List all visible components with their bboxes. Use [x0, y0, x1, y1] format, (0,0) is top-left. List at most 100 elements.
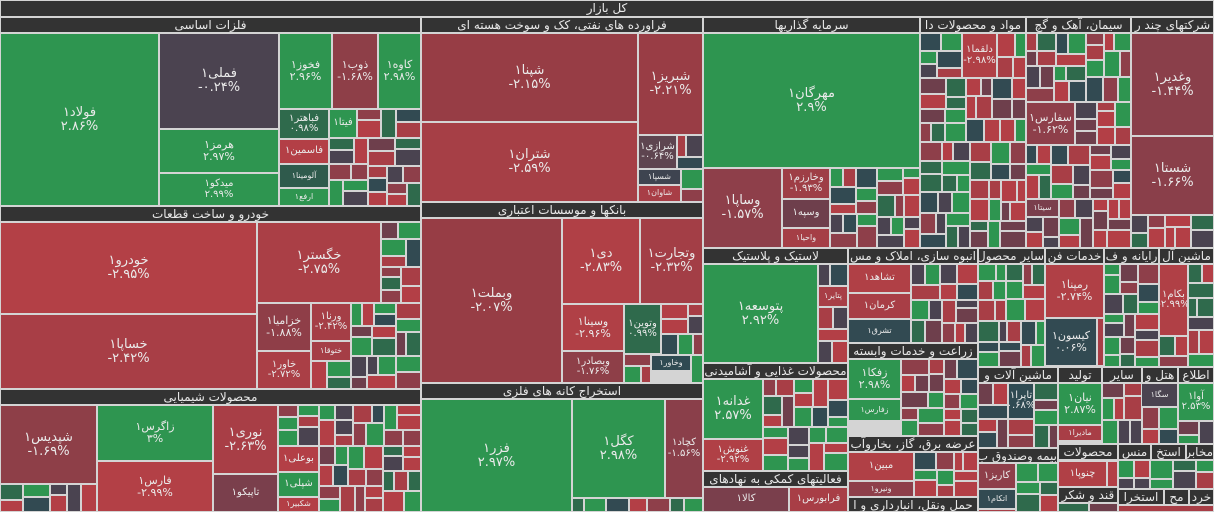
- stock-tile-unlabeled[interactable]: [396, 122, 421, 138]
- stock-tile-unlabeled[interactable]: [1026, 232, 1043, 248]
- stock-tile[interactable]: تشرق۱: [848, 319, 911, 343]
- stock-tile-unlabeled[interactable]: [1175, 336, 1188, 356]
- sector-header[interactable]: سایر: [1102, 367, 1142, 383]
- stock-tile-unlabeled[interactable]: [911, 320, 925, 343]
- stock-tile-unlabeled[interactable]: [661, 334, 678, 355]
- stock-tile-unlabeled[interactable]: [929, 300, 942, 320]
- stock-tile-unlabeled[interactable]: [372, 338, 396, 356]
- stock-tile-unlabeled[interactable]: [920, 109, 945, 123]
- stock-tile-unlabeled[interactable]: [1031, 345, 1045, 367]
- stock-tile-unlabeled[interactable]: [991, 164, 1010, 180]
- sector-header[interactable]: فراورده های نفتی، کک و سوخت هسته ای: [421, 17, 703, 33]
- stock-tile-unlabeled[interactable]: [828, 417, 848, 427]
- stock-tile-unlabeled[interactable]: [367, 375, 396, 389]
- stock-tile-unlabeled[interactable]: [997, 33, 1015, 57]
- stock-tile-unlabeled[interactable]: [970, 199, 989, 221]
- stock-tile-unlabeled[interactable]: [1068, 145, 1090, 165]
- stock-tile-unlabeled[interactable]: [999, 342, 1021, 351]
- stock-tile-unlabeled[interactable]: [794, 407, 812, 427]
- stock-tile-unlabeled[interactable]: [368, 151, 395, 166]
- stock-tile-unlabeled[interactable]: [1032, 264, 1045, 285]
- stock-tile-unlabeled[interactable]: [957, 284, 978, 300]
- stock-tile-unlabeled[interactable]: [278, 430, 298, 446]
- stock-tile-unlabeled[interactable]: [833, 307, 848, 329]
- stock-tile-unlabeled[interactable]: [1107, 230, 1131, 248]
- stock-tile-unlabeled[interactable]: [877, 235, 904, 248]
- stock-tile-unlabeled[interactable]: [381, 290, 401, 303]
- stock-tile-unlabeled[interactable]: [1075, 131, 1097, 145]
- stock-tile-unlabeled[interactable]: [1093, 211, 1108, 230]
- stock-tile-unlabeled[interactable]: [856, 201, 877, 214]
- stock-tile-unlabeled[interactable]: [403, 457, 421, 471]
- stock-tile-unlabeled[interactable]: [1102, 383, 1124, 398]
- stock-tile-unlabeled[interactable]: [1000, 221, 1026, 231]
- stock-tile-unlabeled[interactable]: [988, 221, 1000, 248]
- stock-tile-unlabeled[interactable]: [383, 491, 404, 512]
- stock-tile-unlabeled[interactable]: [763, 455, 788, 471]
- stock-tile-unlabeled[interactable]: [904, 229, 920, 248]
- stock-tile-unlabeled[interactable]: [961, 409, 978, 423]
- stock-tile-unlabeled[interactable]: [407, 183, 421, 206]
- sector-header[interactable]: اطلاع: [1178, 367, 1214, 383]
- stock-tile-unlabeled[interactable]: [1051, 165, 1073, 184]
- stock-tile-unlabeled[interactable]: [856, 188, 877, 201]
- stock-tile[interactable]: شسپا۱: [638, 169, 681, 185]
- sector-header[interactable]: فلزات اساسی: [0, 17, 421, 33]
- stock-tile[interactable]: شتران۱ -۲.۵۹%: [421, 122, 638, 202]
- stock-tile-unlabeled[interactable]: [901, 375, 915, 392]
- stock-tile-unlabeled[interactable]: [351, 377, 367, 389]
- sector-header[interactable]: عرضه برق، گاز، بخاروآب: [848, 436, 978, 452]
- stock-tile-unlabeled[interactable]: [1175, 227, 1191, 248]
- stock-tile[interactable]: وتوین۱ ۰.۹۹%: [624, 304, 661, 354]
- stock-tile-unlabeled[interactable]: [929, 374, 944, 392]
- stock-tile-unlabeled[interactable]: [965, 323, 978, 343]
- stock-tile-unlabeled[interactable]: [1118, 478, 1134, 489]
- stock-tile-unlabeled[interactable]: [367, 356, 378, 375]
- stock-tile-unlabeled[interactable]: [394, 471, 408, 491]
- stock-tile[interactable]: پتایر۱: [818, 286, 848, 307]
- stock-tile-unlabeled[interactable]: [353, 423, 366, 446]
- stock-tile[interactable]: شبریز۱ -۲.۲۱%: [638, 33, 703, 135]
- stock-tile-unlabeled[interactable]: [903, 178, 920, 195]
- stock-tile-unlabeled[interactable]: [333, 465, 348, 486]
- sector-header[interactable]: بانکها و موسسات اعتباری: [421, 202, 703, 218]
- stock-tile-unlabeled[interactable]: [978, 383, 993, 405]
- stock-tile-unlabeled[interactable]: [788, 427, 809, 445]
- stock-tile-unlabeled[interactable]: [976, 96, 992, 119]
- stock-tile-unlabeled[interactable]: [364, 446, 383, 469]
- stock-tile[interactable]: چنوپا۱: [1058, 461, 1107, 487]
- stock-tile-unlabeled[interactable]: [1015, 119, 1026, 142]
- stock-tile-unlabeled[interactable]: [954, 452, 963, 471]
- stock-tile-unlabeled[interactable]: [384, 430, 403, 446]
- stock-tile-unlabeled[interactable]: [937, 68, 962, 78]
- stock-tile-unlabeled[interactable]: [1001, 202, 1010, 221]
- stock-tile-unlabeled[interactable]: [396, 109, 421, 122]
- stock-tile[interactable]: زاگرس۱ ۳%: [97, 405, 213, 461]
- stock-tile-unlabeled[interactable]: [877, 217, 891, 235]
- stock-tile[interactable]: غنوش۱ -۲.۹۲%: [703, 439, 763, 471]
- stock-tile-unlabeled[interactable]: [911, 300, 929, 320]
- stock-tile-unlabeled[interactable]: [1104, 33, 1114, 51]
- stock-tile-unlabeled[interactable]: [641, 366, 651, 383]
- stock-tile-unlabeled[interactable]: [1159, 336, 1175, 356]
- stock-tile-unlabeled[interactable]: [395, 149, 421, 166]
- stock-tile-unlabeled[interactable]: [978, 300, 995, 321]
- stock-tile-unlabeled[interactable]: [1138, 284, 1159, 302]
- stock-tile[interactable]: دلقما۱ -۲.۹۸%: [962, 33, 997, 78]
- stock-tile-unlabeled[interactable]: [936, 213, 946, 234]
- sector-header[interactable]: سیمان، آهک و گچ: [1026, 17, 1131, 33]
- stock-tile-unlabeled[interactable]: [1165, 215, 1191, 227]
- sector-header[interactable]: محصولات شیمیایی: [0, 389, 421, 405]
- stock-tile-unlabeled[interactable]: [327, 377, 351, 389]
- stock-tile-unlabeled[interactable]: [1188, 283, 1214, 298]
- stock-tile-unlabeled[interactable]: [857, 226, 877, 248]
- stock-tile-unlabeled[interactable]: [1115, 102, 1131, 127]
- stock-tile-unlabeled[interactable]: [940, 284, 957, 300]
- stock-tile-unlabeled[interactable]: [340, 486, 355, 512]
- stock-tile-unlabeled[interactable]: [624, 366, 641, 383]
- stock-tile[interactable]: ونیرو۱: [848, 481, 914, 497]
- stock-tile-unlabeled[interactable]: [978, 419, 997, 432]
- stock-tile-unlabeled[interactable]: [1135, 357, 1159, 367]
- stock-tile-unlabeled[interactable]: [1114, 33, 1131, 51]
- stock-tile-unlabeled[interactable]: [329, 138, 354, 150]
